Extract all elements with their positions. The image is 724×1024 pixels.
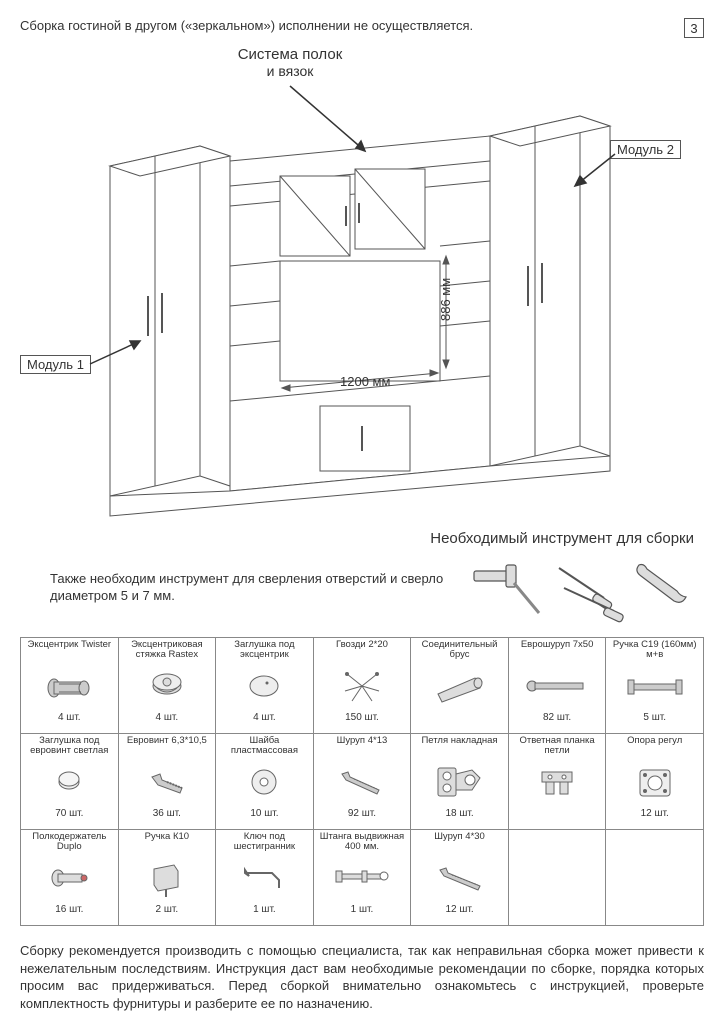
part-qty: 16 шт. — [23, 904, 116, 915]
part-icon — [218, 662, 311, 710]
part-qty: 5 шт. — [608, 712, 701, 723]
tools-row: Также необходим инструмент для сверления… — [20, 553, 704, 623]
tools-icons — [464, 553, 704, 623]
part-cell: Ручка С19 (160мм) м+в 5 шт. — [606, 638, 704, 734]
part-cell — [508, 830, 606, 926]
part-name: Ручка С19 (160мм) м+в — [608, 640, 701, 662]
part-icon — [608, 662, 701, 710]
part-cell: Петля накладная 18 шт. — [411, 734, 509, 830]
part-name: Гвозди 2*20 — [316, 640, 409, 662]
part-icon — [511, 662, 604, 710]
part-name: Заглушка под евровинт светлая — [23, 736, 116, 758]
furniture-diagram: 1200 мм 886 мм — [70, 106, 650, 526]
part-name: Опора регул — [608, 736, 701, 758]
part-qty: 1 шт. — [316, 904, 409, 915]
part-cell: Заглушка под евровинт светлая 70 шт. — [21, 734, 119, 830]
part-icon — [23, 662, 116, 710]
part-qty: 2 шт. — [121, 904, 214, 915]
part-cell: Шайба пластмассовая 10 шт. — [216, 734, 314, 830]
shelf-system-label: Система полок и вязок — [200, 46, 380, 79]
part-icon — [121, 662, 214, 710]
part-icon — [413, 662, 506, 710]
part-cell: Полкодержатель Duplo 16 шт. — [21, 830, 119, 926]
part-icon — [316, 662, 409, 710]
tools-title: Необходимый инструмент для сборки — [20, 530, 694, 547]
part-icon — [23, 758, 116, 806]
part-icon — [23, 854, 116, 902]
part-name: Ручка К10 — [121, 832, 214, 854]
header-note: Сборка гостиной в другом («зеркальном») … — [20, 18, 473, 33]
part-icon — [413, 854, 506, 902]
part-icon — [316, 758, 409, 806]
part-name: Соединительный брус — [413, 640, 506, 662]
part-cell: Шуруп 4*13 92 шт. — [313, 734, 411, 830]
part-cell: Штанга выдвижная 400 мм. 1 шт. — [313, 830, 411, 926]
part-name: Шуруп 4*30 — [413, 832, 506, 854]
part-cell — [606, 830, 704, 926]
part-cell: Ключ под шестигранник 1 шт. — [216, 830, 314, 926]
part-qty: 36 шт. — [121, 808, 214, 819]
part-name: Еврошуруп 7х50 — [511, 640, 604, 662]
part-icon — [121, 758, 214, 806]
part-cell: Шуруп 4*30 12 шт. — [411, 830, 509, 926]
part-qty: 92 шт. — [316, 808, 409, 819]
part-cell: Гвозди 2*20 150 шт. — [313, 638, 411, 734]
part-icon — [608, 758, 701, 806]
part-qty: 18 шт. — [413, 808, 506, 819]
part-icon — [413, 758, 506, 806]
part-cell: Соединительный брус — [411, 638, 509, 734]
part-name: Штанга выдвижная 400 мм. — [316, 832, 409, 854]
part-qty: 150 шт. — [316, 712, 409, 723]
part-name: Ответная планка петли — [511, 736, 604, 758]
footer-text: Сборку рекомендуется производить с помощ… — [20, 942, 704, 1012]
part-cell: Опора регул 12 шт. — [606, 734, 704, 830]
part-cell: Ответная планка петли — [508, 734, 606, 830]
part-qty: 82 шт. — [511, 712, 604, 723]
part-qty: 4 шт. — [218, 712, 311, 723]
part-cell: Эксцентрик Twister 4 шт. — [21, 638, 119, 734]
part-name: Шайба пластмассовая — [218, 736, 311, 758]
part-name: Шуруп 4*13 — [316, 736, 409, 758]
header-row: Сборка гостиной в другом («зеркальном») … — [20, 18, 704, 38]
dim-width-text: 1200 мм — [340, 374, 390, 389]
part-icon — [316, 854, 409, 902]
part-cell: Еврошуруп 7х50 82 шт. — [508, 638, 606, 734]
part-name: Заглушка под эксцентрик — [218, 640, 311, 662]
part-cell: Заглушка под эксцентрик 4 шт. — [216, 638, 314, 734]
parts-table: Эксцентрик Twister4 шт.Эксцентриковая ст… — [20, 637, 704, 926]
part-name: Эксцентрик Twister — [23, 640, 116, 662]
part-qty: 12 шт. — [413, 904, 506, 915]
part-qty: 10 шт. — [218, 808, 311, 819]
part-name: Ключ под шестигранник — [218, 832, 311, 854]
dim-height-text: 886 мм — [438, 278, 453, 321]
part-qty: 4 шт. — [121, 712, 214, 723]
part-qty: 1 шт. — [218, 904, 311, 915]
part-name: Полкодержатель Duplo — [23, 832, 116, 854]
part-icon — [121, 854, 214, 902]
part-name: Эксцентриковая стяжка Rastex — [121, 640, 214, 662]
part-icon — [218, 758, 311, 806]
part-icon — [218, 854, 311, 902]
part-cell: Ручка К10 2 шт. — [118, 830, 216, 926]
part-name: Петля накладная — [413, 736, 506, 758]
tools-note: Также необходим инструмент для сверления… — [20, 571, 444, 605]
part-qty: 12 шт. — [608, 808, 701, 819]
part-qty: 4 шт. — [23, 712, 116, 723]
part-cell: Эксцентриковая стяжка Rastex 4 шт. — [118, 638, 216, 734]
part-qty: 70 шт. — [23, 808, 116, 819]
part-icon — [511, 758, 604, 806]
page-number: 3 — [684, 18, 704, 38]
part-cell: Евровинт 6,3*10,5 36 шт. — [118, 734, 216, 830]
diagram-area: Система полок и вязок Модуль 1 Модуль 2 — [20, 46, 704, 526]
part-name: Евровинт 6,3*10,5 — [121, 736, 214, 758]
